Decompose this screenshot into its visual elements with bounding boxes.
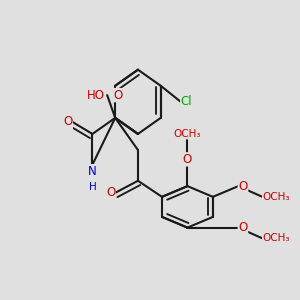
- Text: O: O: [183, 153, 192, 166]
- Text: O: O: [238, 221, 248, 234]
- Text: H: H: [88, 182, 96, 192]
- Text: OCH₃: OCH₃: [262, 192, 290, 202]
- Text: HO: HO: [86, 88, 104, 102]
- Text: O: O: [63, 116, 72, 128]
- Text: O: O: [238, 180, 248, 193]
- Text: O: O: [114, 88, 123, 102]
- Text: OCH₃: OCH₃: [262, 233, 290, 243]
- Text: N: N: [88, 165, 97, 178]
- Text: O: O: [106, 186, 115, 199]
- Text: OCH₃: OCH₃: [174, 129, 201, 139]
- Text: Cl: Cl: [181, 95, 192, 108]
